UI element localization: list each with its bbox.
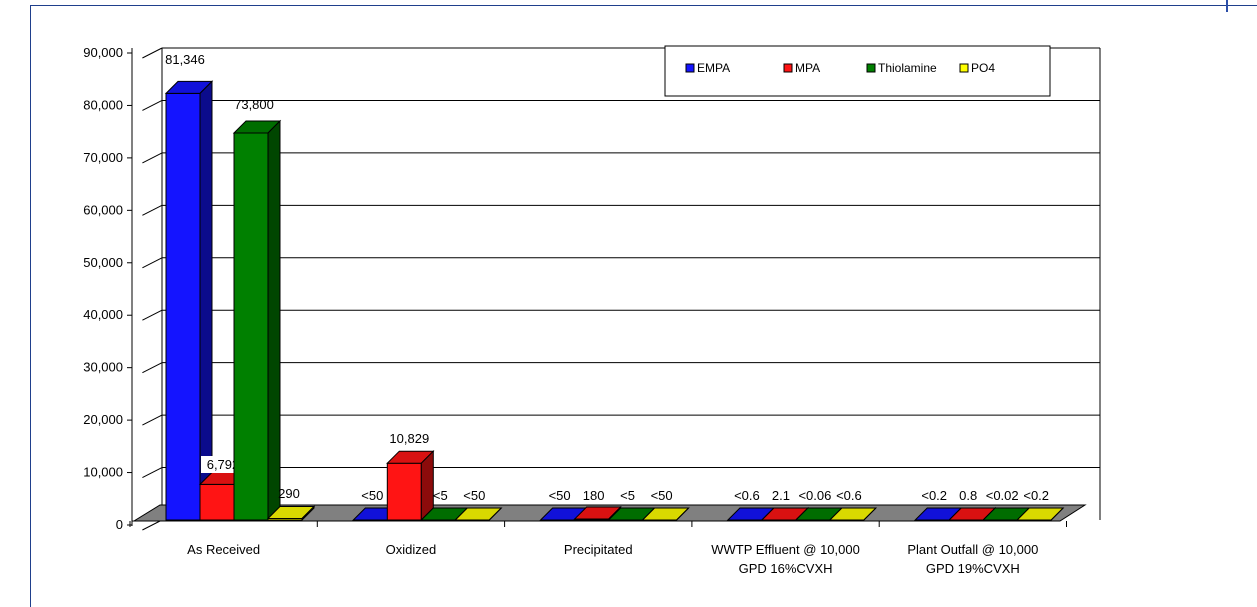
legend-swatch [783,63,793,73]
data-label: 2.1 [772,488,790,503]
y-tick-label: 10,000 [83,465,123,480]
legend-label: PO4 [971,61,995,75]
x-tick-label: Oxidized [386,542,437,557]
bar-front [386,462,422,521]
y-tick-label: 70,000 [83,150,123,165]
data-label: <50 [361,488,383,503]
gridline-side [142,519,163,531]
gridline-side [142,257,163,269]
data-label: 10,829 [389,431,429,446]
bar [266,505,316,522]
gridline-side [142,467,163,479]
gridline-side [142,204,163,216]
legend-swatch [685,63,695,73]
bar-side [267,119,281,522]
data-label: 81,346 [165,52,205,67]
data-label: <5 [433,488,448,503]
y-tick-label: 60,000 [83,202,123,217]
legend-label: MPA [795,61,820,75]
gridline-side [142,414,163,426]
legend-box [664,45,1051,97]
data-label: <50 [549,488,571,503]
gridline-side [142,152,163,164]
bar-side [676,507,689,521]
legend: EMPA MPA Thiolamine PO4 [664,45,1051,97]
data-label: <0.2 [921,488,947,503]
data-label: 290 [278,486,300,501]
bar-side [863,507,877,521]
data-label: 0.8 [959,488,977,503]
x-tick-label: WWTP Effluent @ 10,000 [711,542,860,557]
bar [641,507,690,521]
x-tick-label: Plant Outfall @ 10,000 [907,542,1038,557]
bar-front [165,92,201,521]
data-label: <50 [463,488,485,503]
x-tick-label: GPD 16%CVXH [739,561,833,576]
chart-frame [30,5,1257,607]
x-tick-label: Precipitated [564,542,633,557]
y-tick-label: 20,000 [83,412,123,427]
data-label: <0.2 [1023,488,1049,503]
y-tick-label: 90,000 [83,45,123,60]
data-label: 6,792 [207,457,240,472]
bar-side [199,80,213,522]
bar [164,80,214,522]
x-tick-label: As Received [187,542,260,557]
data-label: 73,800 [234,97,274,112]
data-label: <0.6 [836,488,862,503]
data-label: <50 [651,488,673,503]
y-tick-label: 30,000 [83,360,123,375]
bar-side [301,505,315,522]
corner-tick [1226,0,1228,12]
bar-side [1050,507,1064,521]
gridline-side [142,99,163,111]
data-label: 180 [583,488,605,503]
data-label: <0.6 [734,488,760,503]
gridline-side [142,362,163,374]
bar [454,507,503,521]
gridline-side [142,309,163,321]
data-label: <0.06 [798,488,831,503]
bar [1015,507,1065,521]
bar [386,450,435,522]
bar-front [233,132,269,521]
legend-swatch [959,63,969,73]
bar [828,507,878,521]
x-tick-label: GPD 19%CVXH [926,561,1020,576]
legend-swatch [866,63,876,73]
data-label: <0.02 [986,488,1019,503]
data-label: <5 [620,488,635,503]
y-tick-label: 40,000 [83,307,123,322]
legend-label: EMPA [697,61,730,75]
legend-label: Thiolamine [878,61,937,75]
y-tick-label: 80,000 [83,97,123,112]
bar-side [488,507,502,521]
bar-front [199,483,235,521]
y-tick-label: 0 [116,517,123,532]
gridline-side [142,47,163,59]
bar [232,119,282,522]
y-tick-label: 50,000 [83,255,123,270]
